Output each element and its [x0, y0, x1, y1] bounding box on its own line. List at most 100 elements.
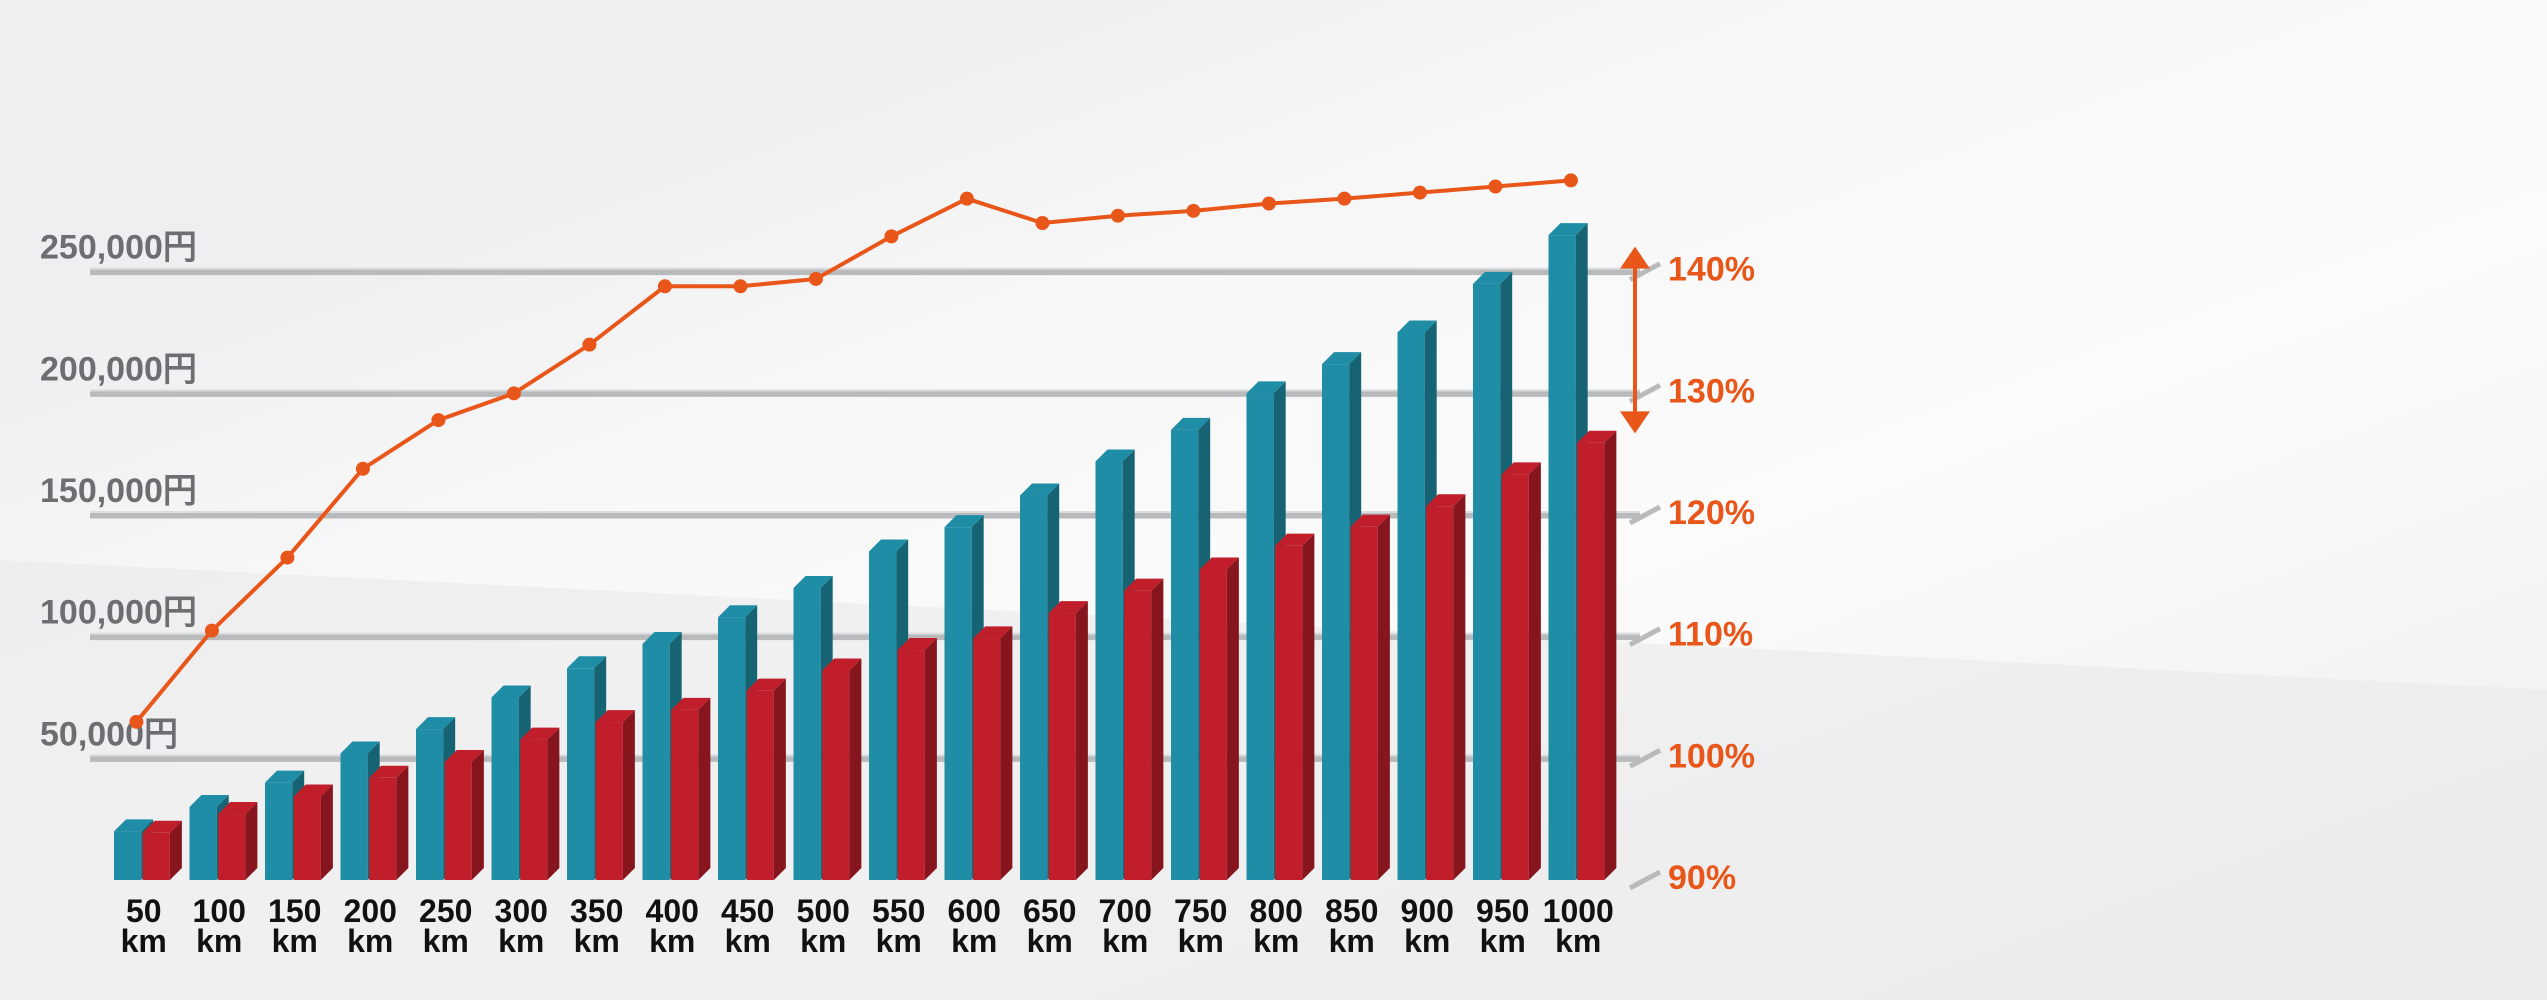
- line-point: [1035, 216, 1050, 230]
- line-point: [733, 279, 748, 294]
- y-tick-label: 200,000円: [40, 350, 197, 388]
- line-point: [1186, 203, 1201, 218]
- bar-top: [1548, 223, 1588, 236]
- bar-side: [1302, 533, 1315, 880]
- bar-top: [869, 539, 909, 552]
- bar-front: [1199, 569, 1227, 880]
- bar-side: [396, 765, 409, 880]
- bar-front: [114, 831, 142, 880]
- bar-front: [567, 668, 595, 880]
- bar-front: [293, 796, 321, 880]
- bar-top: [671, 697, 711, 710]
- bar-front: [340, 753, 368, 880]
- x-tick-label: 900 km: [1400, 893, 1454, 959]
- bar-front: [218, 814, 246, 880]
- bar-side: [773, 678, 786, 880]
- x-tick-label: 700 km: [1098, 893, 1152, 959]
- arrow-head: [1620, 246, 1650, 269]
- bar: [1275, 533, 1315, 880]
- bar-front: [944, 527, 972, 880]
- bar-top: [944, 515, 984, 528]
- bar: [142, 820, 182, 880]
- bar: [218, 802, 258, 880]
- bar-top: [1397, 320, 1437, 333]
- bar-top: [189, 795, 229, 807]
- bar: [595, 710, 635, 880]
- bar-front: [1095, 461, 1123, 880]
- bar-front: [671, 709, 699, 880]
- y-tick-label: 250,000円: [40, 229, 197, 267]
- bar-front: [718, 617, 746, 880]
- bar-front: [1275, 545, 1303, 880]
- bar-front: [869, 551, 897, 880]
- bar: [369, 765, 409, 880]
- x-tick-label: 250 km: [419, 893, 473, 959]
- bar-top: [416, 717, 456, 730]
- y-tick-label: 150,000円: [40, 472, 197, 510]
- bar-front: [746, 690, 774, 880]
- y2-tick-label: 120%: [1668, 494, 1755, 532]
- line: [134, 178, 1572, 724]
- bar-front: [1501, 474, 1529, 880]
- x-tick-label: 800 km: [1249, 893, 1303, 959]
- bar-top: [973, 626, 1013, 639]
- bar-front: [595, 722, 623, 880]
- x-tick-label: 150 km: [268, 893, 322, 959]
- line-point: [129, 714, 144, 729]
- bar-front: [1473, 283, 1501, 880]
- line-point: [506, 386, 521, 401]
- x-tick-label: 300 km: [494, 893, 548, 959]
- bar: [1048, 601, 1088, 880]
- bar-side: [320, 784, 333, 880]
- bar-top: [520, 727, 560, 740]
- bar-side: [622, 710, 635, 880]
- x-tick-label: 950 km: [1476, 893, 1530, 959]
- bar-front: [491, 697, 519, 880]
- x-tick-label: 650 km: [1023, 893, 1077, 959]
- line-point: [204, 623, 219, 638]
- line-point: [808, 271, 823, 286]
- bar-top: [444, 749, 484, 762]
- bar-side: [1453, 494, 1466, 880]
- background-plane: [0, 0, 2547, 380]
- bar-top: [491, 685, 531, 698]
- x-tick-label: 600 km: [947, 893, 1001, 959]
- line-point: [1412, 185, 1427, 200]
- bar-front: [1020, 495, 1048, 880]
- bar-top: [1473, 271, 1513, 284]
- bar-top: [595, 710, 635, 723]
- bar-front: [642, 643, 670, 880]
- y-tick-label: 50,000円: [40, 715, 178, 753]
- bar-front: [897, 650, 925, 880]
- bar-side: [924, 638, 937, 880]
- x-tick-label: 500 km: [796, 893, 850, 959]
- line-point: [1261, 196, 1276, 211]
- y2-tick: [1628, 626, 1662, 647]
- y2-tick-label: 100%: [1668, 737, 1755, 775]
- x-tick-label: 1000 km: [1542, 893, 1614, 959]
- bar: [1577, 430, 1617, 880]
- bar-top: [1275, 533, 1315, 546]
- bar-side: [1151, 578, 1164, 880]
- bar: [822, 658, 862, 880]
- bar-front: [822, 670, 850, 880]
- x-tick-label: 850 km: [1325, 893, 1379, 959]
- bar-top: [793, 576, 833, 588]
- line-point: [1488, 179, 1503, 194]
- y2-tick: [1628, 869, 1662, 891]
- bar-top: [1246, 381, 1286, 394]
- x-tick-label: 50 km: [120, 893, 167, 959]
- bar-top: [218, 802, 258, 815]
- line-point: [1563, 173, 1578, 188]
- bar-front: [444, 761, 472, 880]
- bar: [444, 749, 484, 880]
- bar-top: [1501, 462, 1541, 475]
- bar-front: [369, 777, 397, 880]
- bar-side: [1528, 462, 1541, 880]
- x-tick-label: 100 km: [192, 893, 246, 959]
- bar-front: [1246, 393, 1274, 880]
- bar-top: [142, 820, 182, 833]
- y2-tick: [1628, 748, 1662, 769]
- bar-top: [1095, 449, 1135, 462]
